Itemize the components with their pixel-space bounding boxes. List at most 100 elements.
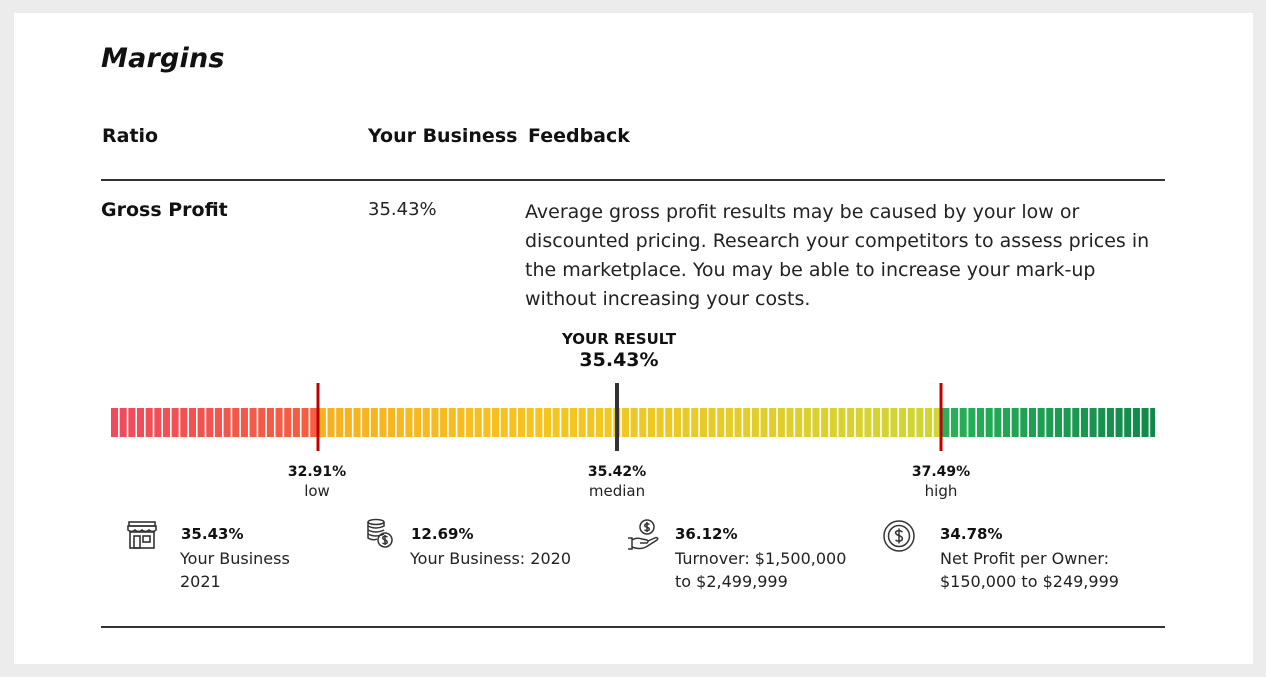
gauge-segment bbox=[1054, 408, 1062, 437]
benchmark-3-line1: Turnover: $1,500,000 bbox=[675, 549, 847, 568]
gauge-segment bbox=[855, 408, 863, 437]
gauge-segment bbox=[552, 408, 560, 437]
gauge-segment bbox=[1089, 408, 1097, 437]
gauge-segment bbox=[284, 408, 292, 437]
gauge-segment bbox=[942, 408, 950, 437]
coins-icon bbox=[367, 518, 393, 548]
gauge-segment bbox=[838, 408, 846, 437]
gauge-segment bbox=[362, 408, 370, 437]
gauge-segment bbox=[985, 408, 993, 437]
your-result-label: YOUR RESULT bbox=[561, 330, 677, 348]
gauge-segment bbox=[440, 408, 448, 437]
gauge-segment bbox=[812, 408, 820, 437]
footer-divider bbox=[101, 626, 1165, 628]
gauge-segment bbox=[301, 408, 309, 437]
gauge-segment bbox=[379, 408, 387, 437]
gauge-segment bbox=[275, 408, 283, 437]
gauge-segment bbox=[266, 408, 274, 437]
gauge-segment bbox=[933, 408, 941, 437]
gauge-segment bbox=[431, 408, 439, 437]
gauge-segment bbox=[310, 408, 318, 437]
benchmark-3-percent: 36.12% bbox=[675, 525, 738, 543]
gauge-segment bbox=[821, 408, 829, 437]
hand-coin-icon bbox=[628, 519, 659, 550]
gauge-segment bbox=[526, 408, 534, 437]
gauge-segment bbox=[899, 408, 907, 437]
high-threshold-marker bbox=[939, 383, 943, 451]
gauge-segment bbox=[180, 408, 188, 437]
gauge-segment bbox=[136, 408, 145, 437]
gauge-segment bbox=[414, 408, 422, 437]
gauge-segment bbox=[388, 408, 396, 437]
ratio-value: 35.43% bbox=[368, 199, 437, 220]
gauge-segment bbox=[1141, 408, 1149, 437]
benchmark-4-line2: $150,000 to $249,999 bbox=[940, 572, 1119, 591]
header-your-business: Your Business bbox=[368, 125, 518, 147]
gauge-segment bbox=[959, 408, 967, 437]
gauge-segment bbox=[457, 408, 465, 437]
gauge-segment bbox=[188, 408, 196, 437]
gauge-segment bbox=[647, 408, 655, 437]
gauge-segment bbox=[1124, 408, 1132, 437]
benchmark-4-percent: 34.78% bbox=[940, 525, 1003, 543]
low-marker-value: 32.91% bbox=[287, 464, 347, 480]
gauge-segment bbox=[786, 408, 794, 437]
gauge-segment bbox=[500, 408, 508, 437]
gauge-segment bbox=[673, 408, 681, 437]
gauge-segment bbox=[336, 408, 344, 437]
benchmark-3-line2: to $2,499,999 bbox=[675, 572, 788, 591]
gauge-segment bbox=[604, 408, 612, 437]
gauge-segment bbox=[1106, 408, 1114, 437]
gauge-segment bbox=[396, 408, 404, 437]
gauge-segment bbox=[916, 408, 924, 437]
gauge-segment bbox=[881, 408, 889, 437]
gauge-segment bbox=[708, 408, 716, 437]
section-title: Margins bbox=[101, 43, 225, 74]
gauge-segment bbox=[951, 408, 959, 437]
gauge-segment bbox=[292, 408, 300, 437]
gauge-segment bbox=[639, 408, 647, 437]
benchmark-4-line1: Net Profit per Owner: bbox=[940, 549, 1110, 568]
gauge-segment bbox=[1072, 408, 1080, 437]
gauge-segment bbox=[1011, 408, 1019, 437]
high-marker-label: high bbox=[924, 482, 958, 500]
gauge-segment bbox=[1020, 408, 1028, 437]
gauge-segment bbox=[890, 408, 898, 437]
gauge-segment bbox=[509, 408, 517, 437]
gauge-segment bbox=[370, 408, 378, 437]
gauge-segment bbox=[119, 408, 127, 437]
header-feedback: Feedback bbox=[528, 125, 630, 147]
gauge-segment bbox=[258, 408, 266, 437]
gauge-segment bbox=[154, 408, 162, 437]
gauge-segment bbox=[907, 408, 915, 437]
gauge-segment bbox=[240, 408, 248, 437]
header-ratio: Ratio bbox=[102, 125, 159, 147]
gauge-segment bbox=[483, 408, 491, 437]
gauge-segment bbox=[344, 408, 352, 437]
gauge-segment bbox=[751, 408, 759, 437]
gauge-segment bbox=[803, 408, 811, 437]
gauge-segment bbox=[743, 408, 751, 437]
gauge-segment bbox=[769, 408, 777, 437]
gauge-segment bbox=[1098, 408, 1106, 437]
low-marker-label: low bbox=[304, 482, 330, 500]
storefront-icon bbox=[127, 521, 157, 549]
gauge-segment bbox=[466, 408, 474, 437]
high-marker-value: 37.49% bbox=[911, 464, 971, 480]
gauge-segment bbox=[630, 408, 638, 437]
benchmark-2-percent: 12.69% bbox=[411, 525, 474, 543]
benchmark-1-percent: 35.43% bbox=[181, 525, 244, 543]
gauge-segment bbox=[656, 408, 664, 437]
gauge-segment bbox=[1037, 408, 1045, 437]
gauge-segment bbox=[327, 408, 335, 437]
gauge-segment bbox=[691, 408, 699, 437]
gauge-segment bbox=[777, 408, 785, 437]
gauge-segment bbox=[864, 408, 872, 437]
gauge-segment bbox=[353, 408, 361, 437]
gauge-segment bbox=[171, 408, 179, 437]
gauge-segment bbox=[578, 408, 586, 437]
gauge-segment bbox=[1046, 408, 1054, 437]
gauge-segment bbox=[405, 408, 413, 437]
gauge-segment bbox=[249, 408, 257, 437]
gauge-segment bbox=[518, 408, 526, 437]
